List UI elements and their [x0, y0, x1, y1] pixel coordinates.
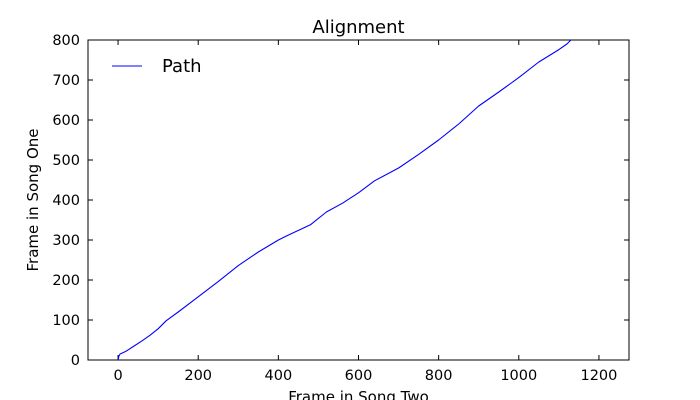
y-tick-label: 200 — [52, 273, 80, 289]
x-tick-label: 1200 — [580, 368, 617, 384]
x-tick-label: 800 — [425, 368, 453, 384]
chart-title: Alignment — [312, 17, 404, 38]
x-tick-label: 1000 — [500, 368, 537, 384]
x-tick-label: 400 — [265, 368, 293, 384]
y-tick-label: 600 — [52, 113, 80, 129]
x-tick-label: 200 — [184, 368, 212, 384]
series-line-path — [117, 39, 572, 361]
y-axis-title: Frame in Song One — [24, 129, 42, 272]
plot-area: 0 200 400 600 800 1000 1200 0 100 200 300 400 500 60… — [52, 33, 630, 384]
plot-frame — [87, 39, 630, 361]
x-axis: 0 200 400 600 800 1000 1200 — [113, 40, 617, 384]
x-tick-label: 0 — [113, 368, 122, 384]
y-tick-label: 500 — [52, 153, 80, 169]
legend: Path — [112, 56, 202, 77]
y-tick-label: 300 — [52, 233, 80, 249]
y-tick-label: 700 — [52, 73, 80, 89]
y-tick-label: 400 — [52, 193, 80, 209]
y-tick-label: 100 — [52, 313, 80, 329]
y-tick-label: 800 — [52, 33, 80, 49]
y-axis: 0 100 200 300 400 500 600 700 800 — [52, 33, 629, 369]
y-tick-label: 0 — [71, 353, 80, 369]
legend-label-path: Path — [162, 56, 202, 77]
x-tick-label: 600 — [345, 368, 373, 384]
x-axis-title: Frame in Song Two — [288, 388, 429, 400]
